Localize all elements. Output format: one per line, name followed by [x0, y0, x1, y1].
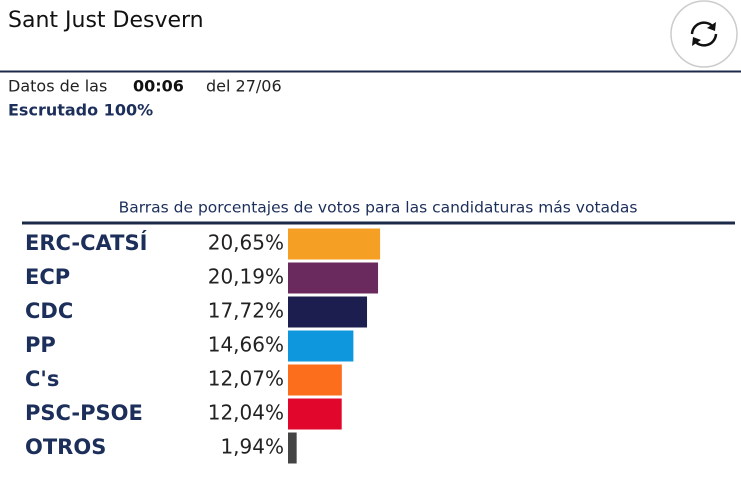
- bar: [288, 228, 381, 260]
- value-label: 1,94%: [220, 435, 284, 459]
- value-label: 12,04%: [208, 401, 284, 425]
- time-prefix: Datos de las: [8, 77, 107, 96]
- page-title: Sant Just Desvern: [8, 8, 204, 33]
- value-label: 17,72%: [208, 299, 284, 323]
- category-label: OTROS: [25, 435, 106, 459]
- value-label: 20,65%: [208, 231, 284, 255]
- bar: [288, 364, 342, 396]
- value-label: 12,07%: [208, 367, 284, 391]
- time: 00:06: [133, 77, 184, 96]
- category-label: PP: [25, 333, 56, 357]
- value-label: 20,19%: [208, 265, 284, 289]
- refresh-button[interactable]: [670, 0, 738, 68]
- chart-title: Barras de porcentajes de votos para las …: [119, 199, 638, 217]
- category-label: CDC: [25, 299, 73, 323]
- status: Escrutado 100%: [8, 101, 153, 120]
- category-label: ECP: [25, 265, 70, 289]
- bar: [288, 330, 354, 362]
- bar: [288, 398, 342, 430]
- value-label: 14,66%: [208, 333, 284, 357]
- category-label: PSC-PSOE: [25, 401, 143, 425]
- bar: [288, 432, 297, 464]
- date: del 27/06: [206, 77, 282, 96]
- category-label: C's: [25, 367, 59, 391]
- category-label: ERC-CATSÍ: [25, 230, 148, 255]
- bar: [288, 296, 368, 328]
- bar: [288, 262, 379, 294]
